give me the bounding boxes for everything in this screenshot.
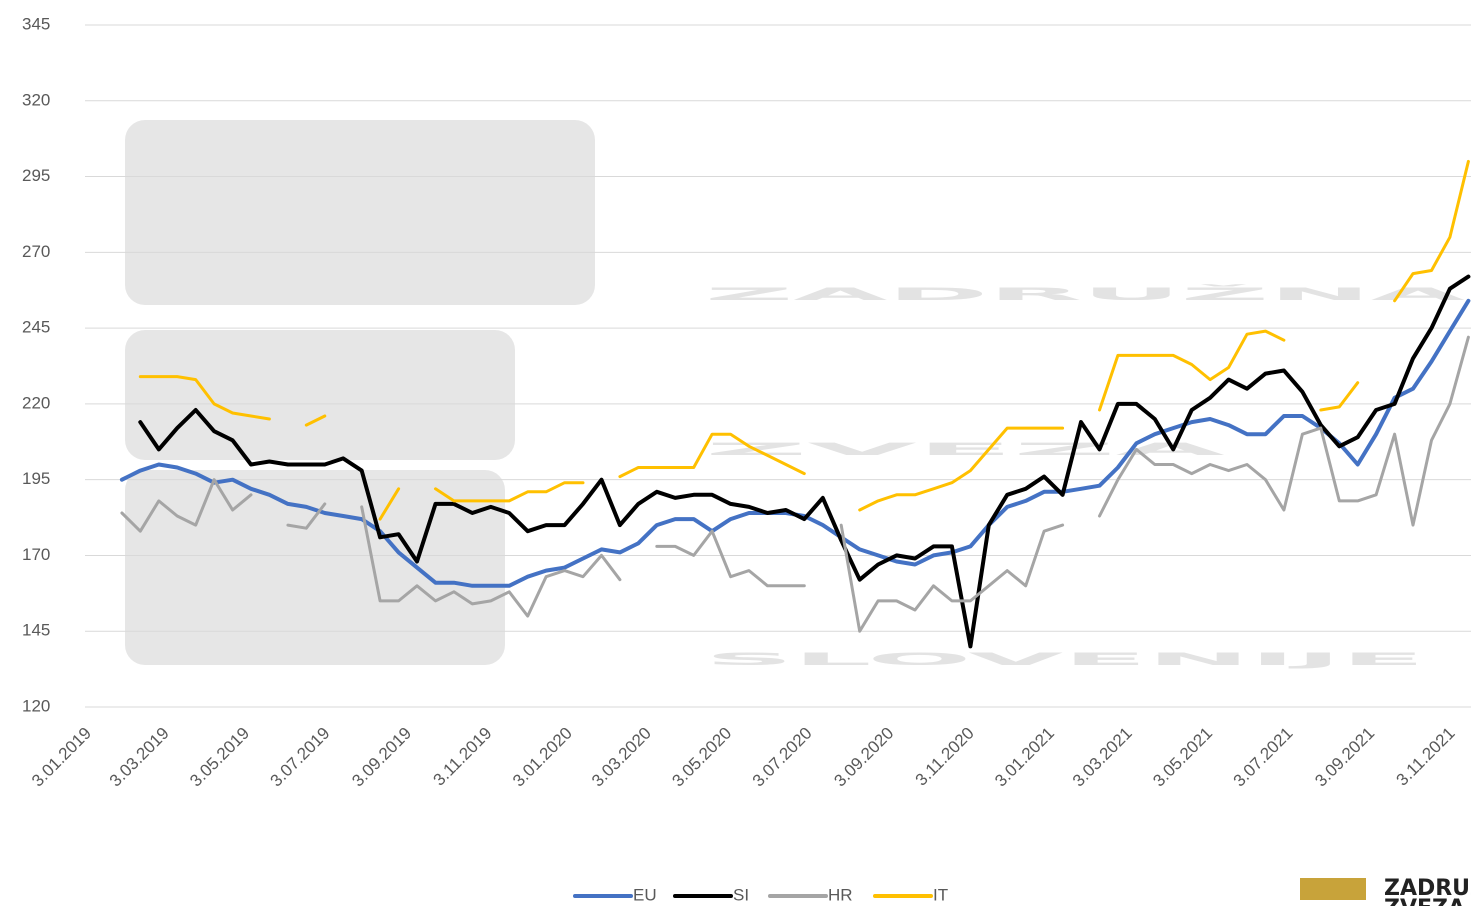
watermark: ZADRUŽNA ZVEZA SLOVENIJE <box>125 120 1471 670</box>
x-tick-label: 3.07.2019 <box>267 724 334 791</box>
logo-text: ZVEZA <box>1384 896 1465 906</box>
watermark-logo <box>125 120 595 665</box>
x-tick: 3.09.2021 <box>1311 724 1378 791</box>
y-tick-label: 170 <box>22 545 50 564</box>
legend: EU SI HR IT <box>573 885 948 904</box>
x-tick: 3.05.2020 <box>668 724 735 791</box>
x-tick: 3.07.2020 <box>749 724 816 791</box>
x-tick: 3.05.2019 <box>186 724 253 791</box>
x-tick: 3.09.2019 <box>348 724 415 791</box>
y-tick-label: 195 <box>22 469 50 488</box>
y-tick-label: 345 <box>22 14 50 33</box>
x-tick: 3.11.2019 <box>429 724 495 790</box>
x-tick: 3.03.2019 <box>106 724 173 791</box>
x-tick: 3.11.2020 <box>912 724 978 790</box>
x-tick-label: 3.09.2019 <box>348 724 415 791</box>
x-tick-label: 3.11.2021 <box>1393 724 1459 790</box>
x-tick: 3.01.2021 <box>991 724 1058 791</box>
y-tick-label: 145 <box>22 621 50 640</box>
y-tick-label: 295 <box>22 166 50 185</box>
x-tick-label: 3.01.2019 <box>28 724 95 791</box>
x-tick-label: 3.05.2020 <box>668 724 735 791</box>
series-line <box>138 274 1471 649</box>
logo-text: ZADRUŽNA <box>1384 875 1471 901</box>
watermark-text: ZVEZA <box>705 440 1232 460</box>
x-tick: 3.07.2019 <box>267 724 334 791</box>
x-tick-label: 3.05.2019 <box>186 724 253 791</box>
x-tick: 3.09.2020 <box>830 724 897 791</box>
x-tick-label: 3.03.2019 <box>106 724 173 791</box>
x-tick-label: 3.01.2020 <box>509 724 576 791</box>
x-tick-label: 3.03.2020 <box>588 724 655 791</box>
x-tick-label: 3.03.2021 <box>1069 724 1136 791</box>
x-tick-label: 3.09.2020 <box>830 724 897 791</box>
x-tick: 3.03.2020 <box>588 724 655 791</box>
x-tick: 3.07.2021 <box>1230 724 1297 791</box>
y-tick-label: 270 <box>22 242 50 261</box>
series-line <box>138 159 1470 521</box>
x-tick-label: 3.01.2021 <box>991 724 1058 791</box>
watermark-shape <box>125 120 595 305</box>
x-tick-label: 3.09.2021 <box>1311 724 1378 791</box>
x-tick: 3.11.2021 <box>1393 724 1459 790</box>
x-tick-label: 3.11.2019 <box>429 724 495 790</box>
legend-label: EU <box>633 885 657 904</box>
x-tick: 3.01.2020 <box>509 724 576 791</box>
watermark-text: SLOVENIJE <box>705 650 1425 670</box>
legend-label: IT <box>933 885 948 904</box>
x-tick: 3.03.2021 <box>1069 724 1136 791</box>
legend-label: HR <box>828 885 853 904</box>
x-tick: 3.05.2021 <box>1149 724 1216 791</box>
y-tick-label: 220 <box>22 393 50 412</box>
x-tick-label: 3.11.2020 <box>912 724 978 790</box>
y-tick-label: 245 <box>22 318 50 337</box>
watermark-shape <box>125 330 515 460</box>
legend-label: SI <box>733 885 749 904</box>
logo-icon <box>1300 878 1366 900</box>
y-tick-label: 320 <box>22 90 50 109</box>
x-tick-label: 3.07.2020 <box>749 724 816 791</box>
series-line <box>120 335 1470 633</box>
x-tick: 3.01.2019 <box>28 724 95 791</box>
x-tick-label: 3.05.2021 <box>1149 724 1216 791</box>
watermark-text: ZADRUŽNA <box>705 283 1471 305</box>
x-tick-label: 3.07.2021 <box>1230 724 1297 791</box>
y-tick-label: 120 <box>22 696 50 715</box>
watermark-shape <box>125 470 505 665</box>
